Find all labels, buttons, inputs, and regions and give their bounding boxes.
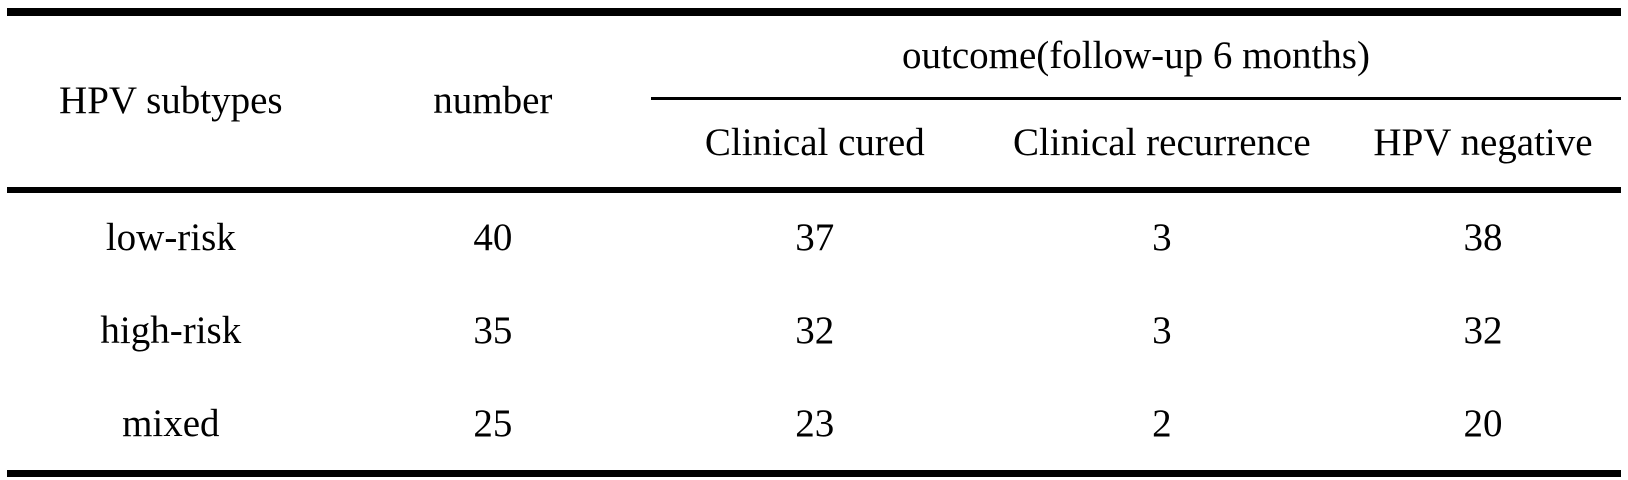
- header-clinical-cured: Clinical cured: [650, 98, 979, 193]
- header-number: number: [334, 12, 651, 193]
- cell-number: 40: [473, 216, 513, 260]
- cell-number: 25: [473, 402, 513, 446]
- table-row-high-risk: high-risk 35 32 3 32: [7, 285, 1621, 380]
- header-sub-row: Clinical cured Clinical recurrence HPV n…: [7, 98, 1621, 193]
- cell-clinical-cured: 23: [795, 402, 835, 446]
- header-hpv-negative: HPV negative: [1345, 98, 1621, 193]
- cell-subtype: high-risk: [100, 309, 242, 353]
- hpv-outcomes-table: HPV subtypes number outcome(follow-up 6 …: [7, 8, 1621, 477]
- cell-subtype: mixed: [122, 402, 220, 446]
- cell-clinical-recurrence: 3: [1152, 216, 1172, 260]
- table-row-mixed: mixed 25 23 2 20: [7, 379, 1621, 474]
- header-clinical-recurrence: Clinical recurrence: [978, 98, 1345, 193]
- table-row-low-risk: low-risk 40 37 3 38: [7, 190, 1621, 285]
- header-hpv-subtypes: HPV subtypes: [7, 12, 335, 193]
- cell-hpv-negative: 38: [1463, 216, 1503, 260]
- header-outcome-group: outcome(follow-up 6 months): [650, 12, 1621, 100]
- cell-clinical-recurrence: 3: [1152, 309, 1172, 353]
- cell-clinical-recurrence: 2: [1152, 402, 1172, 446]
- header-group-row: HPV subtypes number outcome(follow-up 6 …: [7, 12, 1621, 193]
- cell-number: 35: [473, 309, 513, 353]
- cell-hpv-negative: 20: [1463, 402, 1503, 446]
- cell-hpv-negative: 32: [1463, 309, 1503, 353]
- cell-clinical-cured: 37: [795, 216, 835, 260]
- cell-clinical-cured: 32: [795, 309, 835, 353]
- cell-subtype: low-risk: [105, 216, 236, 260]
